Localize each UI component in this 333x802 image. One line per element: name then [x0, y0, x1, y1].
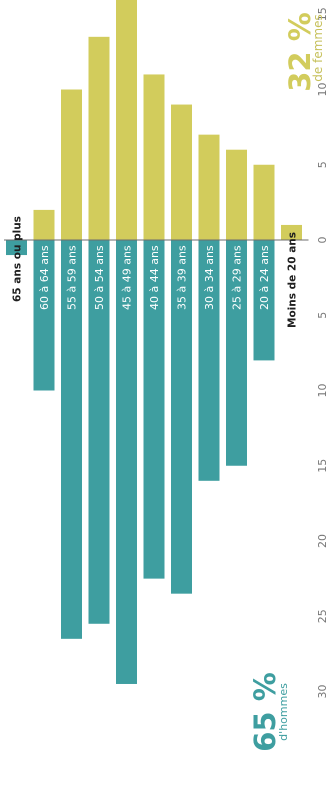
bar-femmes-7	[198, 134, 220, 240]
category-label-10: Moins de 20 ans	[287, 232, 299, 328]
tick-tick_labels_hommes-3: 20	[316, 534, 329, 548]
tick-tick_labels_femmes-3: 15	[316, 7, 329, 21]
tick-tick_labels_hommes-0: 5	[316, 312, 329, 319]
bar-hommes-7	[198, 240, 220, 481]
femmes-percentage: 32 %	[283, 12, 317, 92]
tick-tick_labels_femmes-0: 0	[316, 237, 329, 244]
tick-tick_labels_femmes-1: 5	[316, 161, 329, 168]
bar-hommes-9	[253, 240, 275, 361]
bar-hommes-4	[116, 240, 137, 684]
femmes-label: de femmes	[311, 14, 325, 81]
tick-tick_labels_femmes-2: 10	[316, 83, 329, 97]
bar-femmes-8	[226, 149, 247, 240]
bar-hommes-8	[226, 240, 247, 466]
bar-hommes-3	[88, 240, 110, 624]
category-label-0: 65 ans ou plus	[12, 216, 24, 302]
bar-femmes-1	[33, 209, 55, 240]
category-label-2: 55 à 59 ans	[66, 245, 79, 310]
category-label-3: 50 à 54 ans	[93, 245, 106, 310]
category-labels: 65 ans ou plus 60 à 64 ans 55 à 59 ans 50 à…	[12, 216, 299, 328]
tick-tick_labels_hommes-1: 10	[316, 384, 329, 398]
bar-hommes-0	[6, 240, 27, 256]
category-label-6: 35 à 39 ans	[176, 245, 189, 310]
bar-femmes-5	[143, 74, 165, 240]
tick-tick_labels_hommes-2: 15	[316, 459, 329, 473]
hommes-label: d'hommes	[277, 683, 290, 741]
bar-femmes-9	[253, 164, 275, 240]
category-label-8: 25 à 29 ans	[231, 245, 244, 310]
category-label-5: 40 à 44 ans	[148, 245, 161, 310]
bars-hommes	[6, 240, 275, 684]
bar-hommes-5	[143, 240, 165, 579]
tick-tick_labels_hommes-5: 30	[316, 685, 329, 699]
bars-femmes	[33, 0, 302, 241]
category-label-4: 45 à 49 ans	[121, 245, 134, 310]
bar-hommes-2	[61, 240, 82, 639]
bar-femmes-10	[281, 224, 302, 240]
tick-tick_labels_hommes-4: 25	[316, 609, 329, 623]
bar-femmes-6	[171, 104, 192, 240]
bar-femmes-4	[116, 0, 137, 241]
bar-hommes-1	[33, 240, 55, 391]
category-label-9: 20 à 24 ans	[258, 245, 271, 310]
bar-femmes-2	[61, 89, 82, 240]
bar-hommes-6	[171, 240, 192, 594]
category-label-1: 60 à 64 ans	[38, 245, 51, 310]
hommes-percentage: 65 %	[248, 672, 282, 752]
axis-ticks: 0510152051015202530	[316, 7, 329, 699]
bar-femmes-3	[88, 36, 110, 241]
category-label-7: 30 à 34 ans	[203, 245, 216, 310]
